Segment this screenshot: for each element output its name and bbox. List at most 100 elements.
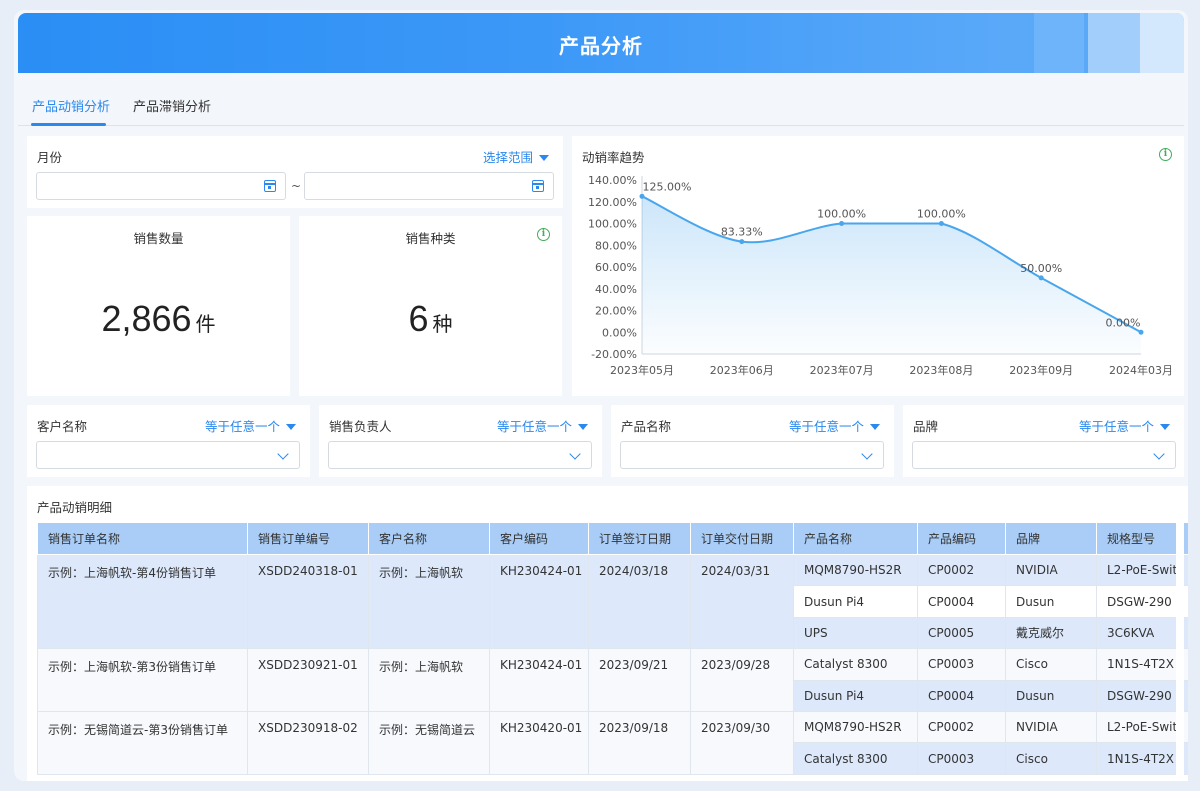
info-icon[interactable]: i [1159,148,1172,161]
filter-customer: 客户名称 等于任意一个 [27,405,310,477]
table-row[interactable]: 示例：上海帆软-第3份销售订单 XSDD230921-01 示例：上海帆软 KH… [37,648,1198,712]
brand-cell: NVIDIA [1005,553,1097,587]
kpi-unit: 种 [432,312,453,336]
x-tick-label: 2024年03月 [1109,363,1173,377]
info-icon[interactable]: i [537,228,550,241]
customer-select[interactable] [36,441,300,469]
product-code-cell: CP0003 [917,742,1006,775]
tab-product-movement[interactable]: 产品动销分析 [32,100,111,115]
sign-date-cell: 2024/03/18 [588,553,691,650]
tab-bar: 产品动销分析 产品滞销分析 [18,76,1184,126]
series-line [641,195,1142,334]
customer-code-cell: KH230424-01 [489,553,589,650]
filter-mode-link[interactable]: 等于任意一个 [1079,416,1170,435]
y-tick-label: 140.00% [588,174,637,187]
filter-label: 客户名称 [37,419,88,434]
x-tick-label: 2023年08月 [909,363,973,377]
order-no-cell: XSDD230918-02 [247,710,369,775]
product-cell: Dusun Pi4 [793,679,918,712]
filter-mode-label: 等于任意一个 [788,419,864,434]
filter-mode-label: 等于任意一个 [496,419,572,434]
data-point [1138,329,1144,335]
caret-down-icon [870,424,880,430]
filter-label: 产品名称 [621,419,672,434]
y-tick-label: 60.00% [595,261,637,274]
y-tick-label: -20.00% [591,348,637,361]
product-cell: Dusun Pi4 [793,585,918,618]
customer-cell: 示例：无锡简道云 [368,710,490,775]
product-code-cell: CP0003 [917,648,1006,681]
x-tick-label: 2023年06月 [710,363,774,377]
end-date-input[interactable] [304,172,554,200]
filter-brand: 品牌 等于任意一个 [903,405,1184,477]
header-decoration [1034,13,1084,73]
table-row[interactable]: 示例：上海帆软-第4份销售订单 XSDD240318-01 示例：上海帆软 KH… [37,553,1198,650]
range-select-link[interactable]: 选择范围 [483,147,549,166]
filter-mode-link[interactable]: 等于任意一个 [497,416,588,435]
start-date-input[interactable] [36,172,286,200]
brand-cell: 戴克威尔 [1005,616,1097,650]
column-header[interactable]: 产品编码 [917,522,1006,555]
chevron-down-icon [861,448,873,460]
column-header[interactable]: 客户名称 [368,522,490,555]
product-name-select[interactable] [620,441,884,469]
product-code-cell: CP0002 [917,553,1006,587]
brand-cell: Cisco [1005,648,1097,681]
table-row[interactable]: 示例：无锡简道云-第3份销售订单 XSDD230918-02 示例：无锡简道云 … [37,710,1198,775]
date-range-separator: ~ [291,179,302,193]
page-title: 产品分析 [559,34,643,58]
column-header[interactable]: 订单签订日期 [588,522,691,555]
column-header[interactable]: 客户编码 [489,522,589,555]
y-tick-label: 40.00% [595,283,637,296]
y-tick-label: 80.00% [595,239,637,252]
product-code-cell: CP0004 [917,679,1006,712]
product-cell: Catalyst 8300 [793,742,918,775]
order-name-cell: 示例：上海帆软-第4份销售订单 [37,553,248,650]
deliver-date-cell: 2023/09/30 [690,710,794,775]
kpi-number: 2,866 [101,298,192,339]
caret-down-icon [578,424,588,430]
customer-code-cell: KH230420-01 [489,710,589,775]
active-tab-indicator [31,123,106,126]
right-mask [1188,0,1200,791]
x-tick-label: 2023年09月 [1009,363,1073,377]
table-row[interactable]: UPS CP0005 戴克威尔 3C6KVA [38,616,1198,650]
series-area [642,196,1141,354]
calendar-icon[interactable] [532,180,544,192]
order-no-cell: XSDD230921-01 [247,648,369,712]
data-label: 0.00% [1106,316,1141,329]
product-cell: MQM8790-HS2R [793,710,918,744]
table-row[interactable]: Catalyst 8300 CP0003 Cisco 1N1S-4T2X [38,742,1198,775]
column-header[interactable]: 销售订单名称 [37,522,248,555]
deliver-date-cell: 2023/09/28 [690,648,794,712]
bottom-mask [0,781,1200,791]
sign-date-cell: 2023/09/21 [588,648,691,712]
data-point [639,193,645,199]
brand-cell: NVIDIA [1005,710,1097,744]
page-header: 产品分析 [18,13,1184,73]
column-header[interactable]: 销售订单编号 [247,522,369,555]
data-label: 50.00% [1020,262,1062,275]
order-name-cell: 示例：上海帆软-第3份销售订单 [37,648,248,712]
chart-title: 动销率趋势 [582,150,645,165]
filter-mode-link[interactable]: 等于任意一个 [789,416,880,435]
table-row[interactable]: Dusun Pi4 CP0004 Dusun DSGW-290 [38,679,1198,712]
kpi-unit: 件 [195,312,216,336]
product-code-cell: CP0005 [917,616,1006,650]
filter-mode-link[interactable]: 等于任意一个 [205,416,296,435]
range-select-label: 选择范围 [482,150,533,165]
column-header[interactable]: 订单交付日期 [690,522,794,555]
brand-cell: Dusun [1005,585,1097,618]
calendar-icon[interactable] [264,180,276,192]
data-label: 100.00% [917,208,966,221]
sales-owner-select[interactable] [328,441,592,469]
tab-product-slow-moving[interactable]: 产品滞销分析 [133,100,212,115]
product-cell: Catalyst 8300 [793,648,918,681]
column-header[interactable]: 产品名称 [793,522,918,555]
brand-select[interactable] [912,441,1176,469]
column-header[interactable]: 品牌 [1005,522,1097,555]
filter-label: 品牌 [913,419,939,434]
chevron-down-icon [1153,448,1165,460]
caret-down-icon [1160,424,1170,430]
order-name-cell: 示例：无锡简道云-第3份销售订单 [37,710,248,775]
